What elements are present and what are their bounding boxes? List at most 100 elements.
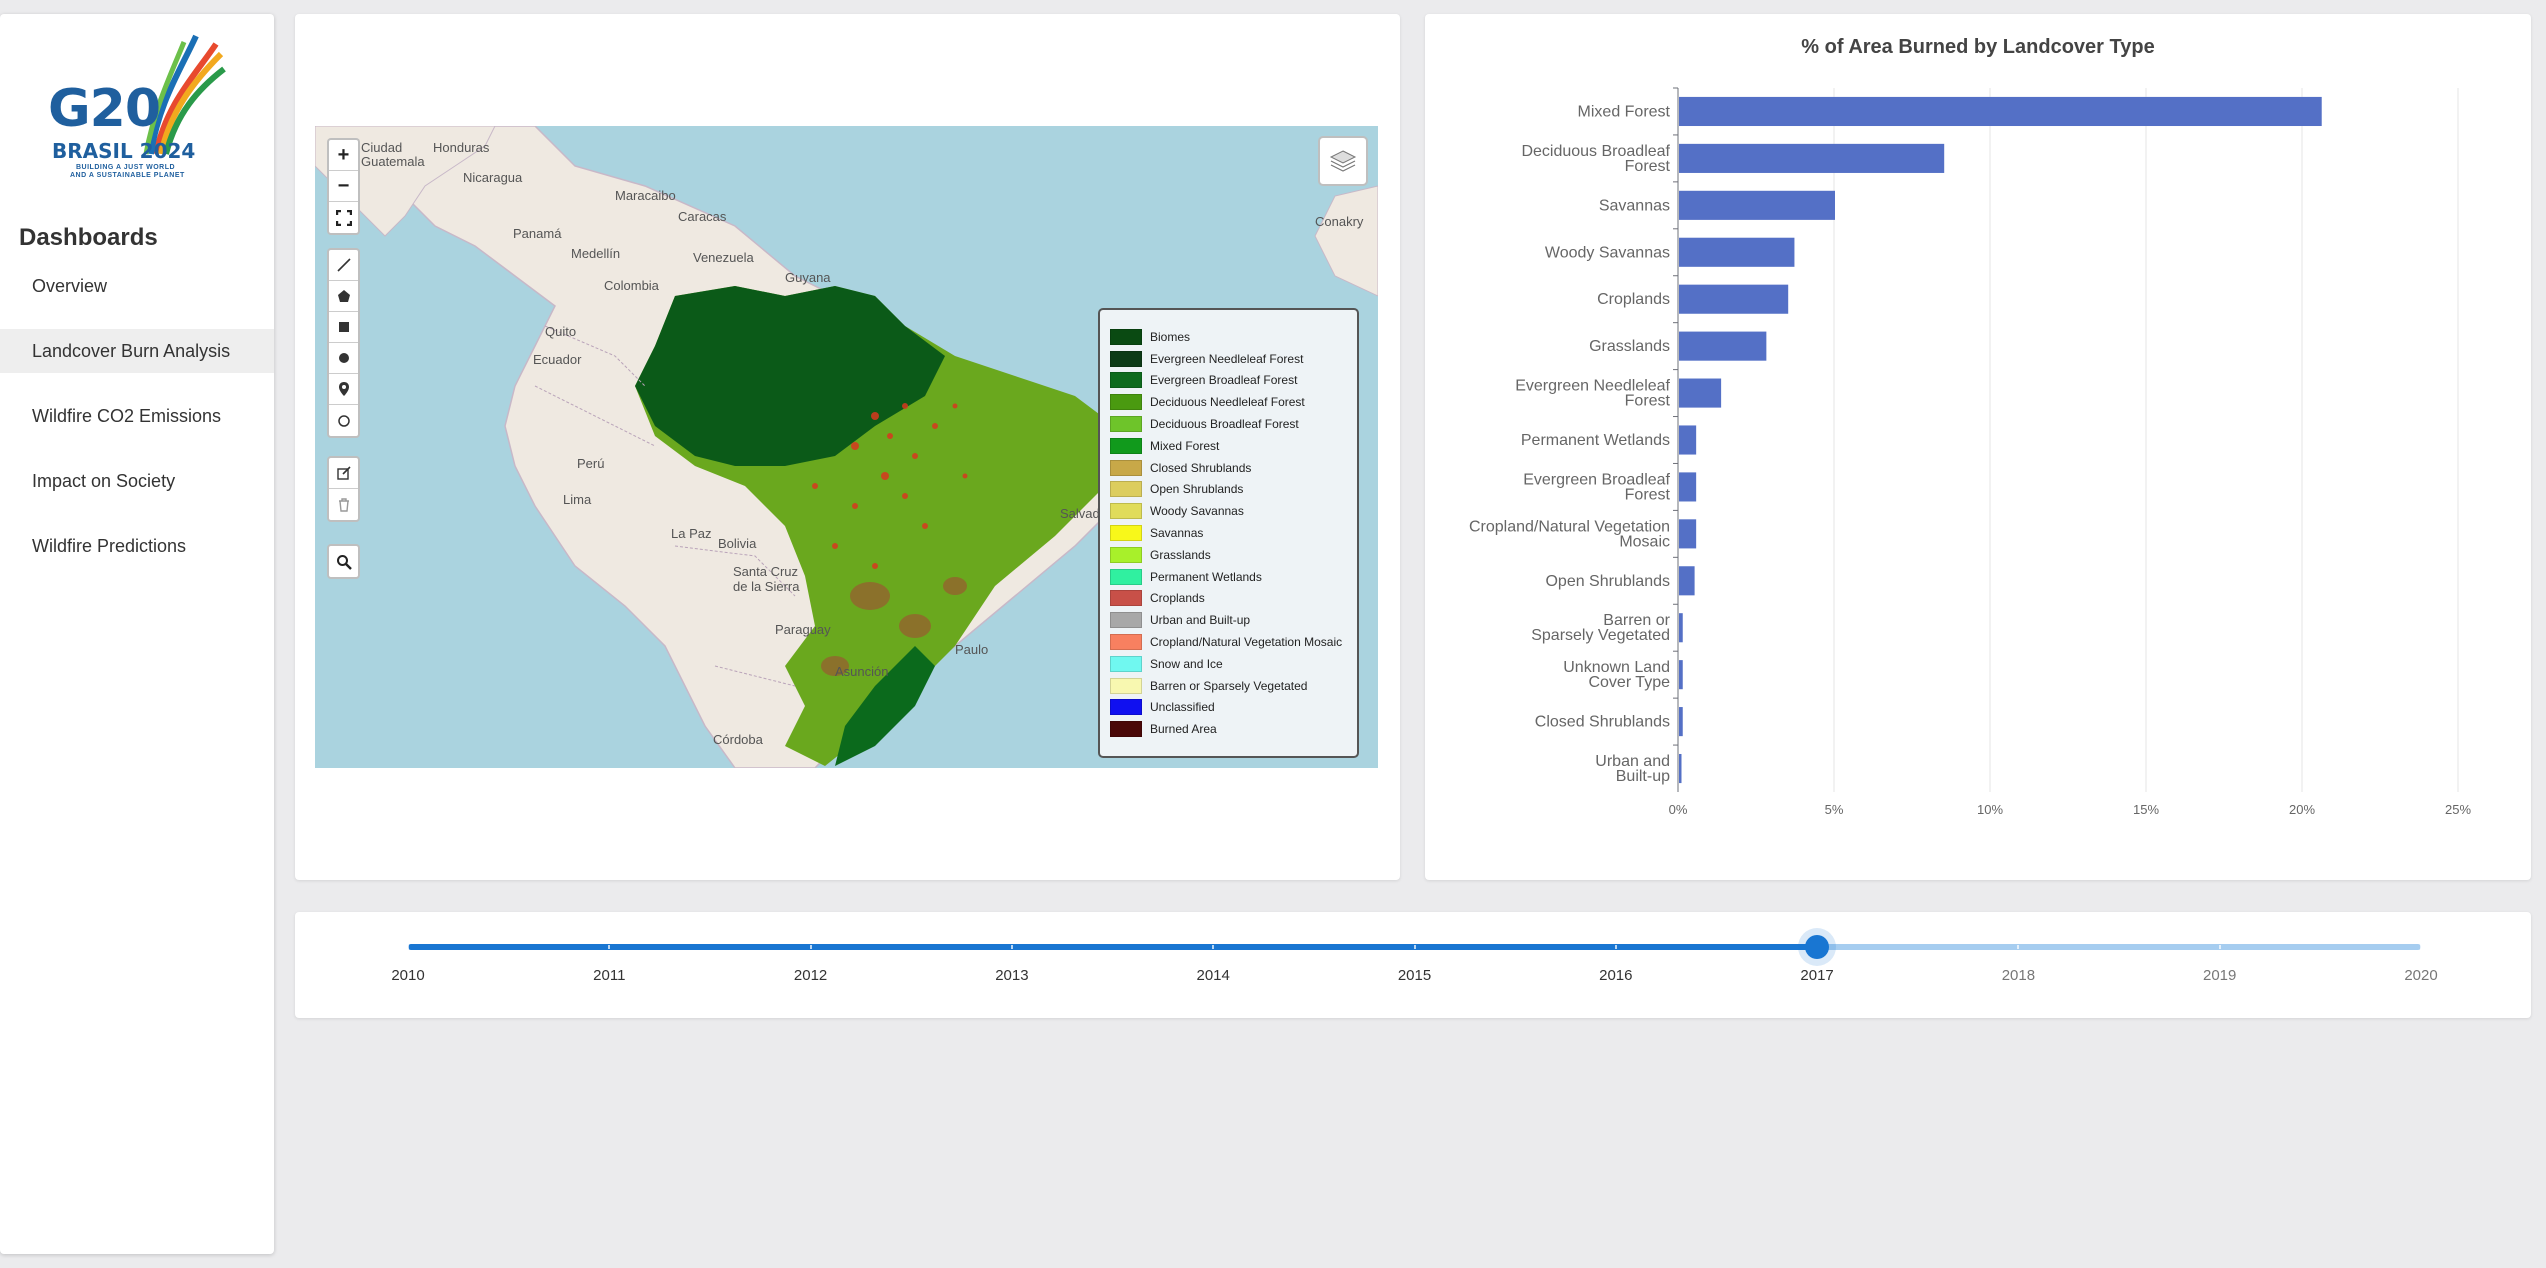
map-label: Paulo [955, 642, 989, 657]
legend-item: Cropland/Natural Vegetation Mosaic [1110, 631, 1347, 653]
category-label: Barren or Sparsely Vegetated [1531, 612, 1670, 644]
draw-toolbar [327, 248, 360, 438]
year-slider-label[interactable]: 2016 [1599, 967, 1633, 984]
zoom-out-button[interactable]: − [329, 171, 358, 202]
legend-swatch [1110, 721, 1142, 738]
year-slider-label[interactable]: 2017 [1800, 967, 1834, 984]
draw-polygon-button[interactable] [329, 281, 358, 312]
map-label: Conakry [1315, 214, 1364, 229]
sidebar-item-overview[interactable]: Overview [32, 276, 108, 296]
draw-circle-marker-button[interactable] [329, 405, 358, 436]
legend-swatch [1110, 590, 1142, 607]
category-label: Mixed Forest [1578, 103, 1671, 120]
year-slider-label[interactable]: 2014 [1196, 967, 1230, 984]
legend-label: Barren or Sparsely Vegetated [1150, 678, 1308, 693]
sidebar-item-impact-on-society[interactable]: Impact on Society [32, 471, 176, 491]
sidebar-item-wildfire-co2-emissions[interactable]: Wildfire CO2 Emissions [32, 406, 222, 426]
zoom-in-button[interactable]: + [329, 140, 358, 171]
map-label: Ciudad [361, 140, 403, 155]
legend-item: Open Shrublands [1110, 479, 1347, 501]
legend-label: Grasslands [1150, 547, 1211, 562]
draw-circle-button[interactable] [329, 343, 358, 374]
legend-swatch [1110, 612, 1142, 629]
legend-item: Barren or Sparsely Vegetated [1110, 675, 1347, 697]
map-label: Caracas [678, 209, 727, 224]
map-label: Nicaragua [463, 170, 523, 185]
legend-item: Permanent Wetlands [1110, 566, 1347, 588]
legend-swatch [1110, 503, 1142, 520]
map-label: Maracaibo [615, 188, 676, 203]
map-label: Guatemala [361, 154, 425, 169]
legend-swatch [1110, 699, 1142, 716]
year-slider-label[interactable]: 2020 [2404, 967, 2438, 984]
bar [1679, 378, 1722, 408]
layers-control-button[interactable] [1318, 136, 1368, 186]
sidebar-item-wildfire-predictions[interactable]: Wildfire Predictions [32, 536, 187, 556]
year-slider-thumb[interactable] [1805, 935, 1830, 959]
edit-toolbar [327, 456, 360, 522]
year-slider-label[interactable]: 2015 [1397, 967, 1432, 984]
map-label: Perú [577, 456, 605, 471]
legend-swatch [1110, 350, 1142, 367]
legend-item: Grasslands [1110, 544, 1347, 566]
logo-tagline-2: AND A SUSTAINABLE PLANET [70, 172, 185, 179]
map-label: Venezuela [693, 250, 754, 265]
x-tick-label: 20% [2289, 802, 2315, 817]
legend-label: Closed Shrublands [1150, 460, 1252, 475]
sidebar-item-landcover-burn-analysis[interactable]: Landcover Burn Analysis [0, 329, 274, 373]
year-slider-label[interactable]: 2010 [391, 967, 425, 984]
landcover-map[interactable]: Honduras Nicaragua Guatemala Ciudad Mara… [315, 126, 1378, 768]
year-slider-label[interactable]: 2019 [2203, 967, 2237, 984]
legend-label: Burned Area [1150, 722, 1217, 737]
edit-icon [336, 466, 351, 480]
search-control [327, 544, 360, 579]
draw-polyline-button[interactable] [329, 250, 358, 281]
polygon-icon [337, 290, 350, 302]
map-search-button[interactable] [329, 546, 358, 577]
bar [1679, 190, 1835, 220]
legend-label: Woody Savannas [1150, 504, 1244, 519]
year-slider-label[interactable]: 2012 [793, 967, 828, 984]
year-slider-mark [2420, 945, 2422, 949]
legend-label: Evergreen Broadleaf Forest [1150, 373, 1298, 388]
map-label: Honduras [433, 140, 490, 155]
map-label: Santa Cruz de la Sierra [733, 564, 800, 594]
legend-label: Mixed Forest [1150, 438, 1220, 453]
map-label: La Paz [671, 526, 712, 541]
logo-subtitle: BRASIL 2024 [52, 139, 196, 163]
legend-item: Woody Savannas [1110, 500, 1347, 522]
legend-swatch [1110, 634, 1142, 651]
bar [1679, 237, 1795, 267]
legend-swatch [1110, 481, 1142, 498]
legend-label: Evergreen Needleleaf Forest [1150, 351, 1304, 366]
layers-icon [1329, 150, 1357, 172]
bar [1679, 331, 1767, 361]
draw-rectangle-button[interactable] [329, 312, 358, 343]
sidebar-nav: Overview Landcover Burn Analysis Wildfir… [0, 264, 274, 589]
edit-layers-button[interactable] [329, 458, 358, 489]
category-label: Unknown Land Cover Type [1563, 659, 1670, 691]
trash-icon [338, 497, 349, 512]
year-slider-mark [809, 945, 812, 949]
year-slider-label[interactable]: 2011 [593, 967, 626, 984]
legend-label: Savannas [1150, 526, 1204, 541]
legend-swatch [1110, 525, 1142, 542]
fullscreen-button[interactable] [329, 202, 358, 233]
category-label: Evergreen Needleleaf Forest [1515, 378, 1670, 410]
bar [1679, 707, 1683, 737]
legend-item: Savannas [1110, 522, 1347, 544]
legend-swatch [1110, 328, 1142, 345]
legend-item: Deciduous Needleleaf Forest [1110, 391, 1347, 413]
map-label: Córdoba [713, 732, 763, 747]
map-label: Paraguay [775, 622, 831, 637]
x-tick-label: 5% [1825, 802, 1844, 817]
delete-layers-button[interactable] [329, 489, 358, 520]
logo-swirl-icon [143, 34, 226, 155]
map-label: Colombia [604, 278, 659, 293]
legend-label: Snow and Ice [1150, 656, 1223, 671]
logo-title: G20 [48, 79, 161, 139]
year-slider-label[interactable]: 2013 [995, 967, 1029, 984]
chart-title: % of Area Burned by Landcover Type [1801, 36, 2155, 58]
draw-marker-button[interactable] [329, 374, 358, 405]
year-slider-label[interactable]: 2018 [2001, 967, 2036, 984]
